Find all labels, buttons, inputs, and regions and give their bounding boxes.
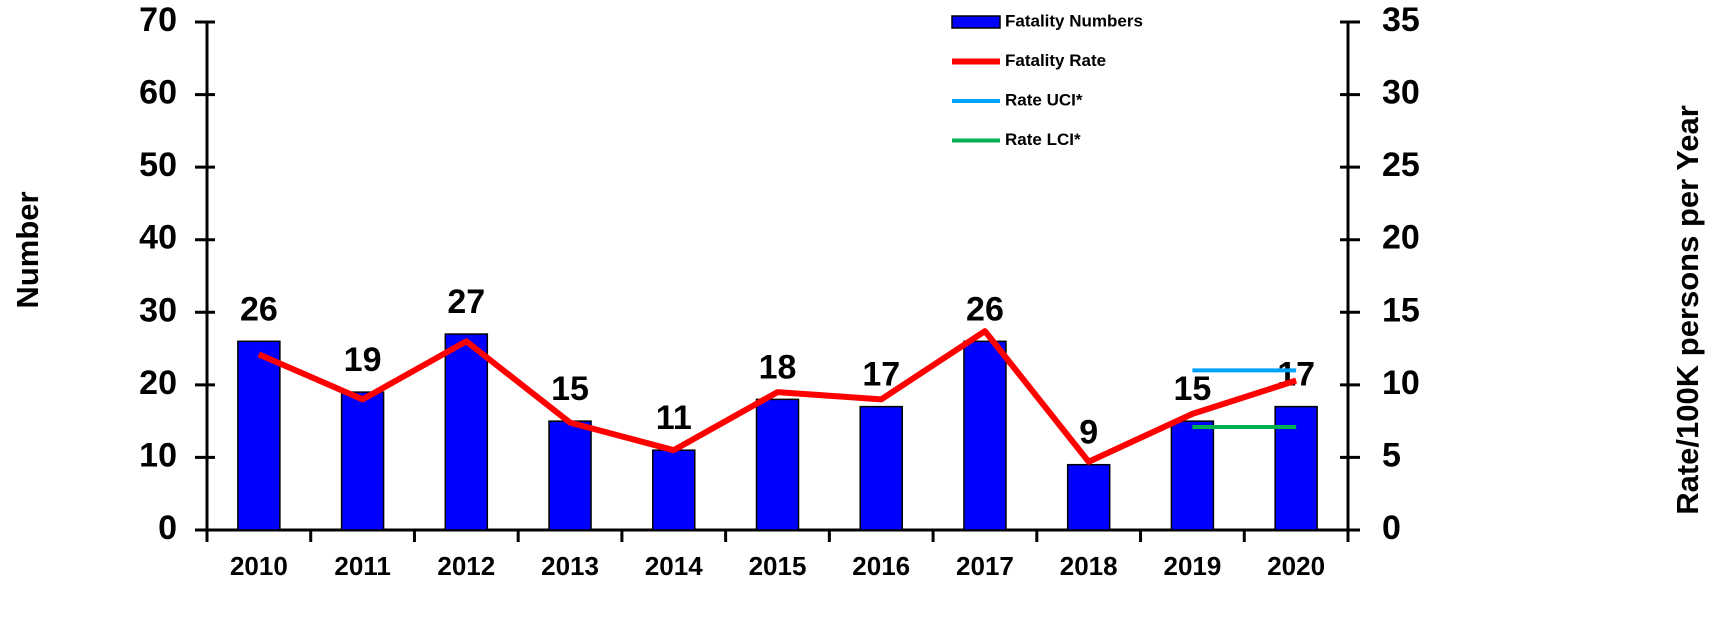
y2-tick-label: 25	[1382, 146, 1420, 184]
x-tick-label: 2013	[541, 551, 599, 581]
y-axis-title: Number	[10, 191, 45, 308]
bar	[237, 340, 281, 531]
x-tick-label: 2019	[1163, 551, 1221, 581]
data-label: 9	[1079, 414, 1098, 452]
legend-swatch	[951, 15, 1001, 29]
data-label: 17	[862, 356, 900, 394]
y-tick-label: 60	[139, 74, 177, 112]
y-tick-label: 10	[139, 436, 177, 474]
x-tick-label: 2011	[334, 551, 390, 581]
bar	[859, 405, 903, 531]
legend-label: Rate UCI*	[1005, 90, 1083, 109]
x-tick-label: 2012	[437, 551, 495, 581]
bar	[963, 340, 1007, 531]
bar	[444, 333, 489, 531]
y-tick-label: 70	[139, 1, 177, 39]
x-tick-label: 2018	[1060, 551, 1118, 581]
bar	[340, 391, 385, 531]
data-label: 18	[759, 348, 797, 386]
y2-tick-label: 35	[1382, 1, 1420, 39]
legend-label: Fatality Rate	[1005, 51, 1106, 70]
x-tick-label: 2014	[645, 551, 703, 581]
data-label: 15	[551, 370, 589, 408]
bar	[548, 420, 592, 531]
x-tick-label: 2017	[956, 551, 1014, 581]
y-tick-label: 40	[139, 219, 177, 257]
y2-tick-label: 15	[1382, 291, 1420, 329]
y2-tick-label: 30	[1382, 74, 1420, 112]
data-label: 19	[344, 341, 382, 379]
y2-tick-label: 10	[1382, 364, 1420, 402]
y-tick-label: 50	[139, 146, 177, 184]
data-label: 27	[447, 283, 485, 321]
bar	[1066, 463, 1111, 531]
x-tick-label: 2015	[749, 551, 807, 581]
y-tick-label: 20	[139, 364, 177, 402]
y2-tick-label: 0	[1382, 509, 1401, 547]
x-tick-label: 2016	[852, 551, 910, 581]
legend-label: Fatality Numbers	[1005, 11, 1143, 30]
data-label: 11	[656, 399, 692, 437]
y-tick-label: 0	[158, 509, 177, 547]
legend-label: Rate LCI*	[1005, 130, 1081, 149]
bar	[755, 398, 800, 531]
bar	[652, 449, 696, 531]
y2-tick-label: 5	[1382, 436, 1401, 474]
y-tick-label: 30	[139, 291, 177, 329]
data-label: 26	[240, 290, 278, 328]
bar	[1170, 420, 1215, 531]
line	[257, 328, 1298, 465]
y2-axis-title: Rate/100K persons per Year	[1670, 105, 1705, 515]
x-tick-label: 2010	[230, 551, 288, 581]
data-label: 26	[966, 290, 1004, 328]
x-tick-label: 2020	[1267, 551, 1325, 581]
data-label: 15	[1173, 370, 1211, 408]
y2-tick-label: 20	[1382, 219, 1420, 257]
